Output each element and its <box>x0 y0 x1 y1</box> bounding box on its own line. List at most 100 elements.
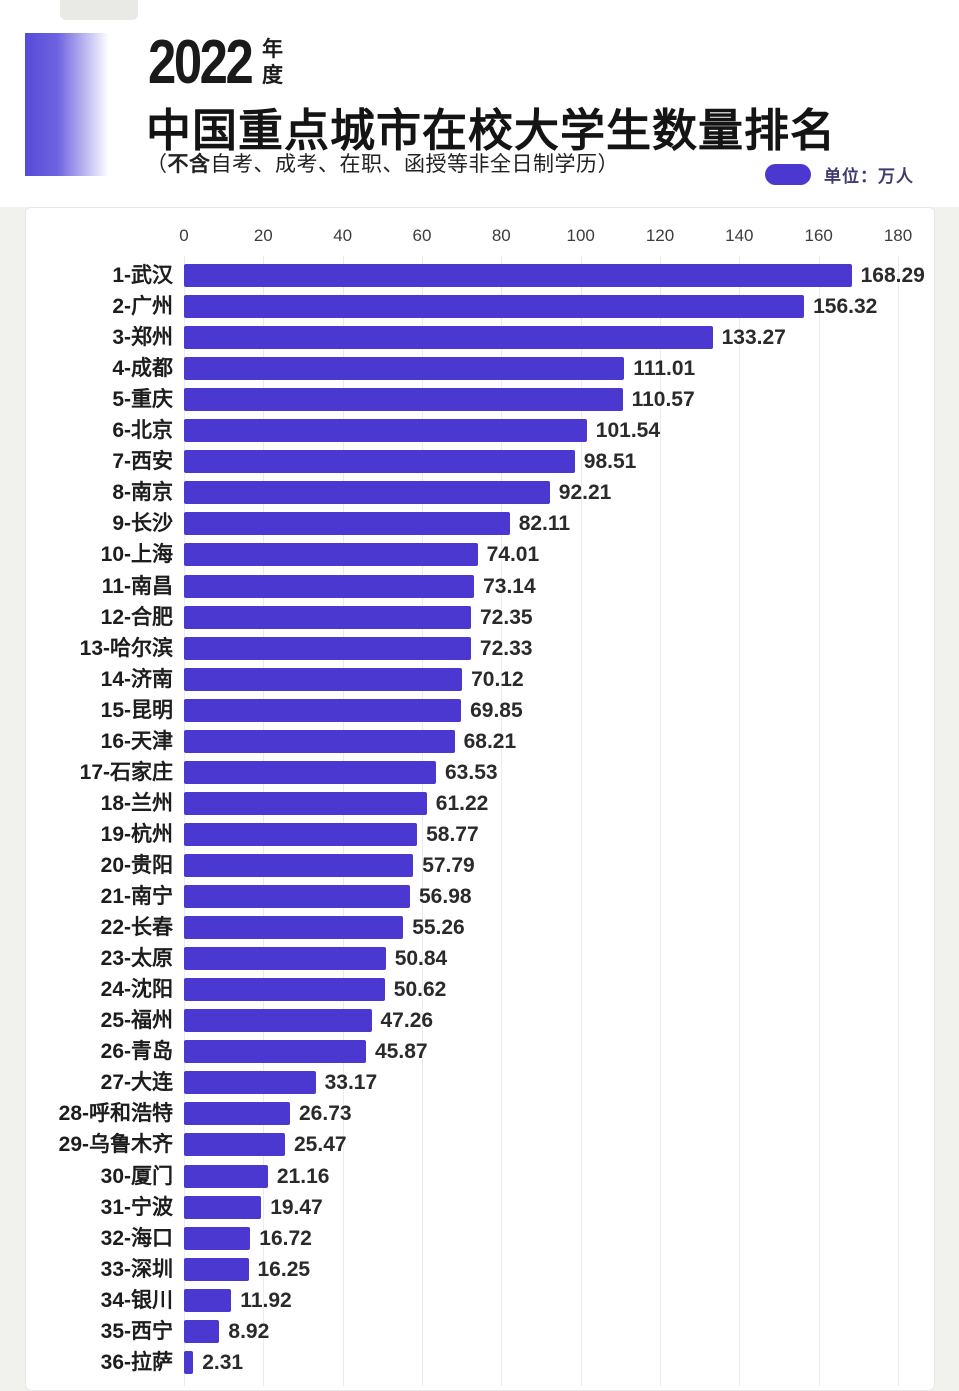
category-label: 8-南京 <box>112 481 173 505</box>
axis-tick-label: 0 <box>179 226 189 245</box>
chart-row: 25-福州 47.26 <box>26 1009 934 1033</box>
chart-row: 32-海口 16.72 <box>26 1226 934 1250</box>
value-bar <box>184 760 436 784</box>
value-label: 26.73 <box>299 1102 352 1126</box>
value-bar <box>184 791 427 815</box>
category-label: 33-深圳 <box>100 1257 173 1281</box>
category-label: 34-银川 <box>100 1288 173 1312</box>
legend-pill-icon <box>765 164 811 185</box>
value-label: 58.77 <box>426 822 479 846</box>
value-bar <box>184 916 404 940</box>
value-label: 16.72 <box>259 1226 312 1250</box>
value-bar <box>184 885 410 908</box>
value-label: 21.16 <box>276 1164 330 1188</box>
category-label: 24-沈阳 <box>100 978 173 1002</box>
gridline <box>422 256 423 1386</box>
value-bar <box>184 636 471 660</box>
value-label: 168.29 <box>860 264 925 287</box>
chart-row: 6-北京 101.54 <box>26 419 934 443</box>
value-bar <box>184 1040 366 1064</box>
category-label: 1-武汉 <box>112 264 173 287</box>
title-accent-gradient <box>25 33 118 176</box>
gridline <box>818 256 820 1386</box>
axis-tick-label: 60 <box>412 226 432 245</box>
chart-row: 21-南宁 56.98 <box>26 885 934 908</box>
value-bar <box>184 543 478 567</box>
chart-row: 34-银川 11.92 <box>26 1288 934 1312</box>
chart-row: 18-兰州 61.22 <box>26 791 934 815</box>
header: 2022 年 度 中国重点城市在校大学生数量排名 （不含自考、成考、在职、函授等… <box>0 0 959 207</box>
value-label: 57.79 <box>422 854 475 877</box>
value-label: 133.27 <box>721 326 786 350</box>
value-bar <box>184 1195 262 1219</box>
value-bar <box>184 326 713 350</box>
chart-row: 9-长沙 82.11 <box>26 512 934 536</box>
subtitle-rest: 自考、成考、在职、函授等非全日制学历） <box>210 153 619 176</box>
value-label: 156.32 <box>813 295 878 318</box>
category-label: 12-合肥 <box>100 605 173 629</box>
subtitle: （不含自考、成考、在职、函授等非全日制学历） <box>146 148 619 178</box>
chart-row: 24-沈阳 50.62 <box>26 978 934 1002</box>
category-label: 27-大连 <box>100 1071 173 1095</box>
category-label: 4-成都 <box>112 357 173 381</box>
category-label: 2-广州 <box>112 295 173 318</box>
chart-panel: 0 20 40 60 80 100 120 140 160 180 1-武汉 168.29 2-广州 15… <box>25 207 935 1391</box>
value-label: 50.84 <box>394 947 448 971</box>
chart-row: 30-厦门 21.16 <box>26 1164 934 1188</box>
value-label: 2.31 <box>202 1350 244 1374</box>
chart-row: 13-哈尔滨 72.33 <box>26 636 934 660</box>
chart-row: 7-西安 98.51 <box>26 450 934 474</box>
axis-tick-label: 160 <box>804 226 833 245</box>
axis-tick-label: 20 <box>253 226 273 245</box>
chart-row: 16-天津 68.21 <box>26 729 934 753</box>
background-artifact <box>60 0 138 20</box>
chart-row: 8-南京 92.21 <box>26 481 934 505</box>
category-label: 25-福州 <box>100 1009 173 1033</box>
value-label: 68.21 <box>463 729 517 753</box>
value-label: 16.25 <box>257 1257 311 1281</box>
category-label: 15-昆明 <box>100 698 173 722</box>
value-label: 74.01 <box>486 543 540 567</box>
chart-row: 20-贵阳 57.79 <box>26 854 934 877</box>
value-bar <box>184 1164 268 1188</box>
value-label: 55.26 <box>412 916 465 940</box>
chart-row: 36-拉萨 2.31 <box>26 1350 934 1374</box>
gridline <box>898 256 899 1386</box>
year-suffix-bottom: 度 <box>261 64 283 88</box>
chart-row: 31-宁波 19.47 <box>26 1195 934 1219</box>
category-label: 29-乌鲁木齐 <box>58 1133 173 1157</box>
chart-row: 17-石家庄 63.53 <box>26 760 934 784</box>
chart-row: 14-济南 70.12 <box>26 667 934 691</box>
axis-tick-label: 40 <box>333 226 353 245</box>
value-bar <box>184 822 418 846</box>
page-title: 中国重点城市在校大学生数量排名 <box>146 105 837 156</box>
value-bar <box>184 1102 290 1126</box>
axis-tick-label: 140 <box>725 226 754 245</box>
category-label: 13-哈尔滨 <box>79 636 173 660</box>
category-label: 22-长春 <box>100 916 173 940</box>
chart-row: 15-昆明 69.85 <box>26 698 934 722</box>
chart-row: 1-武汉 168.29 <box>26 264 934 287</box>
value-bar <box>184 1009 372 1033</box>
chart-row: 23-太原 50.84 <box>26 947 934 971</box>
value-bar <box>184 481 550 505</box>
category-label: 23-太原 <box>100 947 173 971</box>
category-label: 6-北京 <box>112 419 173 443</box>
category-label: 31-宁波 <box>100 1195 173 1219</box>
value-bar <box>184 574 475 598</box>
category-label: 28-呼和浩特 <box>58 1102 173 1126</box>
chart-row: 35-西宁 8.92 <box>26 1319 934 1343</box>
axis-tick-label: 80 <box>491 226 511 245</box>
chart-row: 5-重庆 110.57 <box>26 388 934 412</box>
value-label: 11.92 <box>240 1288 292 1312</box>
value-bar <box>184 605 471 629</box>
subtitle-open: （ <box>146 153 168 176</box>
gridline <box>342 256 344 1386</box>
chart-row: 11-南昌 73.14 <box>26 574 934 598</box>
value-bar <box>184 1319 220 1343</box>
value-label: 92.21 <box>558 481 612 505</box>
value-label: 25.47 <box>294 1133 347 1157</box>
category-label: 18-兰州 <box>100 791 173 815</box>
subtitle-bold: 不含 <box>167 153 211 176</box>
value-bar <box>184 419 587 443</box>
